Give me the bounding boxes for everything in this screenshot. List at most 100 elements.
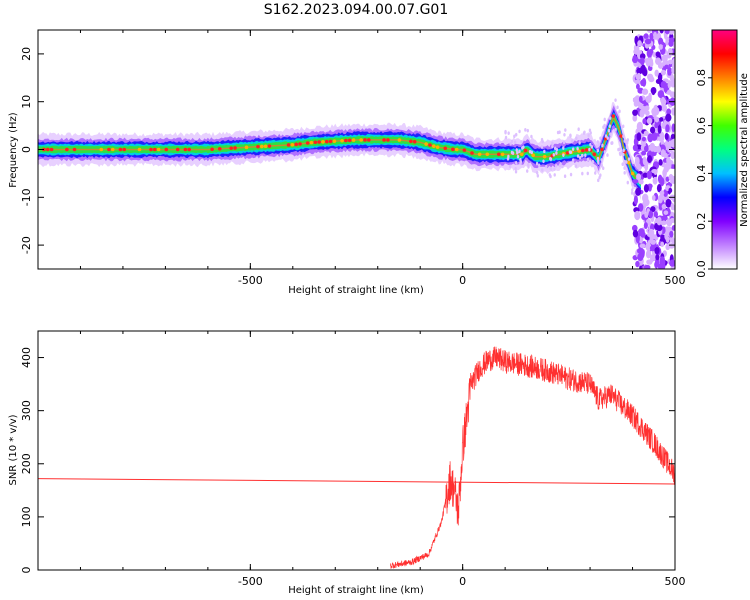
spectrogram-noise <box>577 127 580 131</box>
spectrogram-noise <box>671 138 675 145</box>
spectrogram-peak <box>531 153 535 158</box>
spectrogram-peak <box>523 148 528 153</box>
spectrogram-noise <box>508 164 512 169</box>
spectrogram-noise <box>651 132 658 141</box>
spectrogram-peak <box>229 146 234 150</box>
spectrogram-noise <box>659 190 665 196</box>
spectrogram-xlabel: Height of straight line (km) <box>288 285 424 296</box>
chart-title: S162.2023.094.00.07.G01 <box>264 2 449 18</box>
spectrogram-noise <box>521 146 524 150</box>
spectrogram-peak <box>347 138 352 143</box>
spectrogram-noise <box>666 156 671 164</box>
spectrogram-noise <box>634 156 640 166</box>
spectrogram-noise <box>646 49 652 58</box>
spectrogram-noise <box>603 150 606 154</box>
spectrogram-noise <box>562 153 565 157</box>
spectrogram-noise <box>542 159 545 164</box>
spectrogram-noise <box>623 166 626 170</box>
spectrogram-noise <box>654 116 660 123</box>
spectrogram-noise <box>659 30 664 34</box>
spectrogram-noise <box>597 178 600 183</box>
spectrogram-noise <box>643 183 649 193</box>
spectrogram-noise <box>642 193 649 203</box>
spectrogram-noise <box>658 44 663 50</box>
spectrogram-peak <box>183 147 188 152</box>
spectrogram-peak <box>500 152 505 157</box>
spectrogram-noise <box>631 188 634 192</box>
spectrogram-noise <box>671 225 675 231</box>
spectrogram-peak <box>156 147 161 152</box>
spectrogram-noise <box>626 138 630 142</box>
spectrogram-noise <box>672 58 675 64</box>
spectrogram-noise <box>608 124 612 128</box>
spectrogram-noise <box>668 30 675 35</box>
spectrogram-noise <box>661 203 667 210</box>
spectrogram-noise <box>656 216 662 226</box>
spectrogram-noise <box>530 134 533 139</box>
spectrogram-noise <box>580 153 584 158</box>
spectrogram-noise <box>563 132 566 137</box>
spectrogram-peak <box>382 138 386 142</box>
spectrogram-noise <box>614 127 617 132</box>
snr-series-line <box>390 346 675 569</box>
spectrogram-peak <box>99 147 104 152</box>
spectrogram-noise <box>664 132 669 141</box>
spectrogram-noise <box>584 153 587 158</box>
spectrogram-noise <box>561 164 564 169</box>
y-tick-label: 20 <box>20 47 33 61</box>
spectrogram-noise <box>668 187 673 194</box>
spectrogram-noise <box>649 126 656 134</box>
spectrogram-noise <box>587 133 590 138</box>
spectrogram-noise <box>553 146 557 151</box>
spectrogram-noise <box>649 245 656 252</box>
spectrogram-peak <box>581 148 585 153</box>
spectrogram-peak <box>351 138 356 142</box>
spectrogram-noise <box>647 155 653 164</box>
spectrogram-noise <box>527 165 530 169</box>
spectrogram-noise <box>637 40 642 47</box>
spectrogram-noise <box>641 150 647 156</box>
spectrogram-panel: -500 0 500 20 10 0 -10 -20 Height of straight l… <box>8 29 686 296</box>
snr-marks <box>38 346 675 569</box>
spectrogram-peak <box>332 139 337 143</box>
spectrogram-noise <box>661 226 666 235</box>
spectrogram-peak <box>397 138 402 142</box>
spectrogram-noise <box>670 202 675 211</box>
spectrogram-noise <box>632 109 638 116</box>
spectrogram-noise <box>666 108 672 116</box>
spectrogram-noise <box>569 172 573 177</box>
spectrogram-marks <box>38 30 675 269</box>
spectrogram-noise <box>658 135 665 142</box>
spectrogram-noise <box>659 194 664 200</box>
spectrogram-noise <box>623 171 626 175</box>
spectrogram-noise <box>634 210 641 221</box>
spectrogram-peak <box>137 147 142 152</box>
spectrogram-ylabel: Frequency (Hz) <box>8 112 19 188</box>
spectrogram-peak <box>164 147 169 152</box>
spectrogram-noise <box>668 174 674 181</box>
snr-ylabel: SNR (10 * v/v) <box>8 414 19 485</box>
spectrogram-noise <box>657 124 662 134</box>
spectrogram-noise <box>632 179 639 184</box>
spectrogram-noise <box>555 151 558 155</box>
spectrogram-noise <box>638 179 644 185</box>
spectrogram-noise <box>646 117 653 125</box>
spectrogram-peak <box>519 152 524 157</box>
spectrogram-noise <box>645 110 650 116</box>
colorbar-tick-label: 0.0 <box>695 260 708 278</box>
spectrogram-peak <box>409 139 413 144</box>
spectrogram-noise <box>666 89 672 95</box>
spectrogram-noise <box>571 158 575 162</box>
spectrogram-noise <box>559 162 562 166</box>
spectrogram-noise <box>637 253 644 262</box>
spectrogram-noise <box>636 72 641 80</box>
spectrogram-noise <box>509 141 512 146</box>
spectrogram-noise <box>576 146 579 151</box>
spectrogram-peak <box>367 138 371 142</box>
spectrogram-peak <box>443 146 448 151</box>
spectrogram-noise <box>669 217 675 224</box>
spectrogram-noise <box>526 169 529 173</box>
spectrogram-noise <box>640 79 645 87</box>
x-tick-label: 500 <box>665 575 686 588</box>
